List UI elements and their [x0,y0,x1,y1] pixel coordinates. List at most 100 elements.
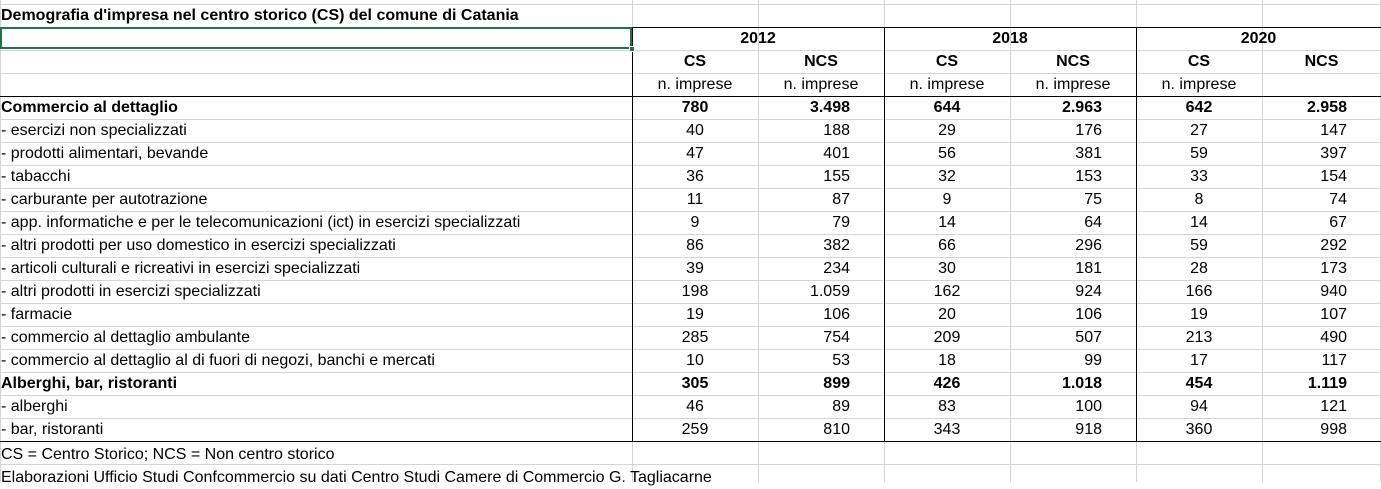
value-cell[interactable]: 40 [686,122,704,139]
value-cell[interactable]: 11 [686,191,704,208]
col-unit[interactable]: n. imprese [657,76,733,93]
col-unit[interactable]: n. imprese [783,76,859,93]
value-cell[interactable]: 9 [942,191,952,208]
value-cell[interactable]: 28 [1190,260,1208,277]
value-cell[interactable]: 3.498 [809,99,850,116]
year-header-2012[interactable]: 2012 [740,30,776,47]
value-cell[interactable]: 899 [823,375,850,392]
value-cell[interactable]: 32 [938,168,956,185]
value-cell[interactable]: 754 [823,329,850,346]
value-cell[interactable]: 397 [1320,145,1347,162]
value-cell[interactable]: 106 [1075,306,1102,323]
row-label[interactable]: Commercio al dettaglio [1,99,178,116]
value-cell[interactable]: 296 [1075,237,1102,254]
value-cell[interactable]: 234 [823,260,850,277]
value-cell[interactable]: 2.963 [1061,99,1102,116]
year-header-2018[interactable]: 2018 [992,30,1028,47]
value-cell[interactable]: 259 [681,421,709,438]
year-header-2020[interactable]: 2020 [1240,30,1277,47]
value-cell[interactable]: 1.119 [1307,375,1347,392]
row-label[interactable]: - commercio al dettaglio al di fuori di … [1,352,435,369]
value-cell[interactable]: 642 [1185,99,1213,116]
value-cell[interactable]: 36 [686,168,704,185]
value-cell[interactable]: 75 [1084,191,1102,208]
table-title[interactable]: Demografia d'impresa nel centro storico … [1,7,519,24]
value-cell[interactable]: 940 [1320,283,1347,300]
value-cell[interactable]: 810 [823,421,850,438]
row-label[interactable]: - altri prodotti per uso domestico in es… [1,237,396,254]
value-cell[interactable]: 401 [823,145,850,162]
value-cell[interactable]: 33 [1190,168,1208,185]
row-label[interactable]: - app. informatiche e per le telecomunic… [1,214,521,231]
value-cell[interactable]: 2.958 [1306,99,1347,116]
value-cell[interactable]: 490 [1320,329,1347,346]
value-cell[interactable]: 209 [933,329,961,346]
value-cell[interactable]: 213 [1185,329,1213,346]
value-cell[interactable]: 66 [938,237,956,254]
col-unit[interactable]: n. imprese [909,76,985,93]
value-cell[interactable]: 107 [1320,306,1347,323]
row-label[interactable]: Alberghi, bar, ristoranti [1,375,178,392]
value-cell[interactable]: 79 [832,214,850,231]
value-cell[interactable]: 86 [686,237,704,254]
value-cell[interactable]: 100 [1075,398,1102,415]
value-cell[interactable]: 10 [686,352,704,369]
row-label[interactable]: - prodotti alimentari, bevande [1,145,209,162]
value-cell[interactable]: 166 [1185,283,1213,300]
value-cell[interactable]: 106 [823,306,850,323]
value-cell[interactable]: 1.018 [1061,375,1102,392]
col-header-ncs[interactable]: NCS [1056,53,1090,70]
row-label[interactable]: - esercizi non specializzati [1,122,187,139]
value-cell[interactable]: 59 [1190,237,1208,254]
value-cell[interactable]: 29 [938,122,956,139]
value-cell[interactable]: 59 [1190,145,1208,162]
row-label[interactable]: - alberghi [1,398,68,415]
value-cell[interactable]: 998 [1320,421,1347,438]
value-cell[interactable]: 89 [832,398,850,415]
value-cell[interactable]: 292 [1320,237,1347,254]
value-cell[interactable]: 53 [832,352,850,369]
value-cell[interactable]: 20 [938,306,956,323]
row-label[interactable]: - articoli culturali e ricreativi in ese… [1,260,361,277]
row-label[interactable]: - altri prodotti in esercizi specializza… [1,283,261,300]
value-cell[interactable]: 56 [938,145,956,162]
value-cell[interactable]: 39 [686,260,704,277]
value-cell[interactable]: 14 [938,214,956,231]
value-cell[interactable]: 18 [938,352,956,369]
selected-cell[interactable] [0,27,632,49]
value-cell[interactable]: 9 [690,214,700,231]
value-cell[interactable]: 181 [1075,260,1102,277]
value-cell[interactable]: 46 [686,398,704,415]
value-cell[interactable]: 153 [1075,168,1102,185]
value-cell[interactable]: 360 [1185,421,1213,438]
value-cell[interactable]: 780 [681,99,709,116]
value-cell[interactable]: 83 [938,398,956,415]
value-cell[interactable]: 426 [933,375,961,392]
value-cell[interactable]: 30 [938,260,956,277]
value-cell[interactable]: 382 [823,237,850,254]
col-header-ncs[interactable]: NCS [804,53,838,70]
value-cell[interactable]: 918 [1075,421,1102,438]
value-cell[interactable]: 27 [1190,122,1208,139]
value-cell[interactable]: 381 [1075,145,1102,162]
value-cell[interactable]: 162 [933,283,961,300]
value-cell[interactable]: 285 [681,329,709,346]
col-unit[interactable]: n. imprese [1161,76,1237,93]
row-label[interactable]: - carburante per autotrazione [1,191,208,208]
value-cell[interactable]: 173 [1320,260,1347,277]
value-cell[interactable]: 74 [1329,191,1347,208]
value-cell[interactable]: 154 [1320,168,1347,185]
value-cell[interactable]: 47 [686,145,704,162]
fill-handle[interactable] [629,46,635,52]
value-cell[interactable]: 8 [1194,191,1204,208]
value-cell[interactable]: 924 [1075,283,1102,300]
col-unit[interactable]: n. imprese [1035,76,1111,93]
value-cell[interactable]: 19 [686,306,704,323]
col-header-cs[interactable]: CS [935,53,959,70]
row-label[interactable]: - tabacchi [1,168,71,185]
col-unit[interactable] [1262,73,1381,96]
legend-note[interactable]: CS = Centro Storico; NCS = Non centro st… [1,446,335,463]
value-cell[interactable]: 198 [681,283,709,300]
col-header-cs[interactable]: CS [683,53,707,70]
